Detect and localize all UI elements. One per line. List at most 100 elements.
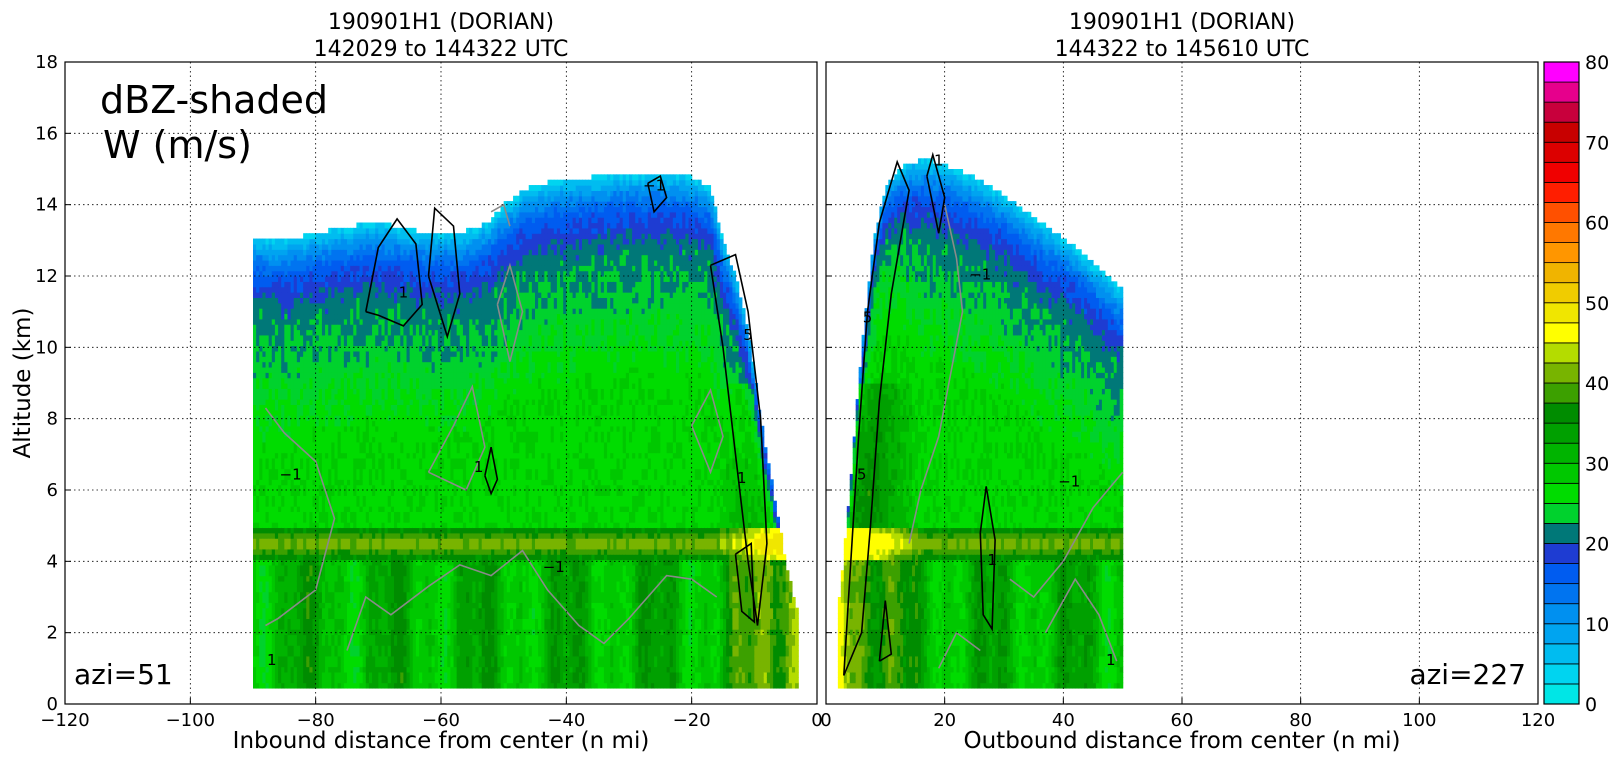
reflectivity-cell <box>321 682 326 689</box>
reflectivity-cell <box>428 645 433 652</box>
reflectivity-cell <box>400 506 404 512</box>
reflectivity-cell <box>400 431 404 438</box>
reflectivity-cell <box>287 366 292 373</box>
reflectivity-cell <box>412 377 417 384</box>
reflectivity-cell <box>268 500 273 507</box>
reflectivity-cell <box>268 366 273 373</box>
reflectivity-cell <box>381 516 386 523</box>
reflectivity-cell <box>309 570 314 577</box>
reflectivity-cell <box>293 276 298 282</box>
reflectivity-cell <box>375 366 379 373</box>
reflectivity-cell <box>265 623 270 630</box>
reflectivity-cell <box>390 602 395 609</box>
reflectivity-cell <box>318 506 323 512</box>
reflectivity-cell <box>306 495 310 502</box>
reflectivity-cell <box>409 420 414 427</box>
reflectivity-cell <box>325 297 329 304</box>
reflectivity-cell <box>359 645 364 652</box>
reflectivity-cell <box>372 666 376 673</box>
reflectivity-cell <box>419 490 423 496</box>
reflectivity-cell <box>287 431 292 438</box>
reflectivity-cell <box>331 618 336 625</box>
reflectivity-cell <box>419 431 423 438</box>
reflectivity-cell <box>274 479 279 486</box>
reflectivity-cell <box>368 409 373 416</box>
reflectivity-cell <box>331 308 336 315</box>
reflectivity-cell <box>406 366 411 373</box>
reflectivity-cell <box>368 276 373 282</box>
reflectivity-cell <box>365 383 370 389</box>
reflectivity-cell <box>412 441 417 448</box>
reflectivity-cell <box>290 297 295 304</box>
reflectivity-cell <box>331 292 336 298</box>
reflectivity-cell <box>375 527 379 534</box>
reflectivity-cell <box>281 420 285 427</box>
reflectivity-cell <box>312 415 317 422</box>
reflectivity-cell <box>419 366 423 373</box>
reflectivity-cell <box>303 682 307 689</box>
reflectivity-cell <box>296 276 301 282</box>
reflectivity-cell <box>397 575 401 582</box>
reflectivity-cell <box>387 441 392 448</box>
reflectivity-cell <box>422 564 426 571</box>
reflectivity-cell <box>268 554 273 561</box>
reflectivity-cell <box>343 447 348 454</box>
reflectivity-cell <box>274 484 279 491</box>
reflectivity-cell <box>412 543 417 550</box>
reflectivity-cell <box>300 532 304 539</box>
reflectivity-cell <box>306 511 310 518</box>
reflectivity-cell <box>359 602 364 609</box>
reflectivity-cell <box>419 356 423 363</box>
reflectivity-cell <box>281 564 285 571</box>
reflectivity-cell <box>362 602 367 609</box>
reflectivity-cell <box>353 554 357 561</box>
reflectivity-cell <box>400 249 404 256</box>
reflectivity-cell <box>390 281 395 288</box>
reflectivity-cell <box>350 393 354 400</box>
reflectivity-cell <box>384 222 389 229</box>
reflectivity-cell <box>409 661 414 668</box>
reflectivity-cell <box>375 356 379 363</box>
reflectivity-cell <box>350 554 354 561</box>
reflectivity-cell <box>274 377 279 384</box>
reflectivity-cell <box>368 324 373 331</box>
reflectivity-cell <box>281 645 285 652</box>
reflectivity-cell <box>271 602 276 609</box>
reflectivity-cell <box>321 286 326 293</box>
reflectivity-cell <box>340 302 345 309</box>
reflectivity-cell <box>350 308 354 315</box>
reflectivity-cell <box>368 372 373 379</box>
reflectivity-cell <box>278 254 282 261</box>
reflectivity-cell <box>359 527 364 534</box>
reflectivity-cell <box>262 506 267 512</box>
reflectivity-cell <box>325 431 329 438</box>
reflectivity-cell <box>350 404 354 411</box>
reflectivity-cell <box>256 682 260 689</box>
reflectivity-cell <box>265 243 270 250</box>
reflectivity-cell <box>293 490 298 496</box>
reflectivity-cell <box>412 425 417 432</box>
reflectivity-cell <box>262 527 267 534</box>
reflectivity-cell <box>312 586 317 593</box>
reflectivity-cell <box>359 222 364 229</box>
reflectivity-cell <box>253 243 257 250</box>
reflectivity-cell <box>409 238 414 245</box>
reflectivity-cell <box>334 623 339 630</box>
reflectivity-cell <box>309 276 314 282</box>
reflectivity-cell <box>397 399 401 405</box>
reflectivity-cell <box>331 543 336 550</box>
reflectivity-cell <box>384 324 389 331</box>
reflectivity-cell <box>375 538 379 545</box>
reflectivity-cell <box>325 538 329 545</box>
reflectivity-cell <box>431 404 436 411</box>
reflectivity-cell <box>268 645 273 652</box>
reflectivity-cell <box>400 350 404 357</box>
reflectivity-cell <box>431 345 436 352</box>
reflectivity-cell <box>296 457 301 464</box>
reflectivity-cell <box>287 618 292 625</box>
reflectivity-cell <box>368 254 373 261</box>
reflectivity-cell <box>331 399 336 405</box>
reflectivity-cell <box>409 324 414 331</box>
reflectivity-cell <box>318 345 323 352</box>
reflectivity-cell <box>337 286 342 293</box>
